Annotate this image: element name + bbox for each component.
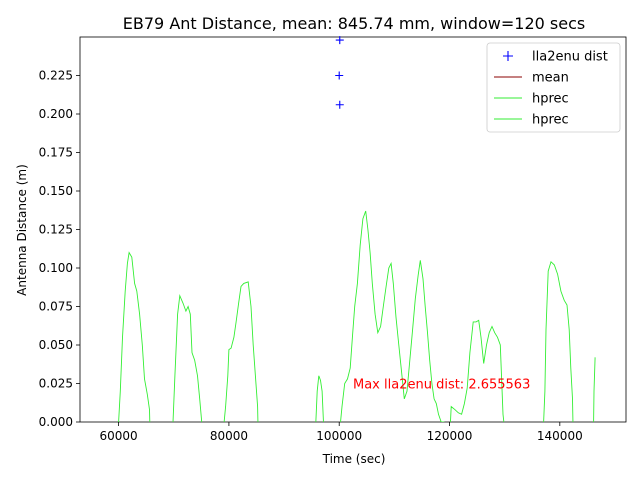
scatter-point bbox=[335, 100, 344, 109]
legend-label: mean bbox=[532, 71, 569, 86]
x-axis-label: Time (sec) bbox=[322, 452, 386, 466]
y-tick-label: 0.025 bbox=[39, 377, 73, 391]
y-tick-label: 0.200 bbox=[39, 107, 73, 121]
annotation-text: Max lla2enu dist: 2.655563 bbox=[353, 378, 530, 393]
scatter-point bbox=[335, 36, 344, 45]
x-tick-label: 120000 bbox=[427, 429, 473, 443]
legend-swatch-marker bbox=[503, 51, 513, 61]
y-tick-label: 0.225 bbox=[39, 69, 73, 83]
x-tick-label: 60000 bbox=[100, 429, 138, 443]
legend-box bbox=[486, 42, 621, 133]
x-tick-label: 80000 bbox=[210, 429, 248, 443]
legend-label: hprec bbox=[532, 92, 569, 107]
y-tick-label: 0.100 bbox=[39, 261, 73, 275]
y-axis-label: Antenna Distance (m) bbox=[15, 164, 29, 296]
y-tick-label: 0.000 bbox=[39, 415, 73, 429]
y-tick-label: 0.125 bbox=[39, 223, 73, 237]
y-tick-label: 0.150 bbox=[39, 184, 73, 198]
y-tick-label: 0.050 bbox=[39, 338, 73, 352]
legend-label: hprec bbox=[532, 113, 569, 128]
scatter-point bbox=[335, 71, 344, 80]
y-tick-label: 0.075 bbox=[39, 300, 73, 314]
x-tick-label: 140000 bbox=[537, 429, 583, 443]
hprec-line bbox=[118, 210, 596, 422]
legend-label: lla2enu dist bbox=[532, 50, 608, 65]
chart-title: EB79 Ant Distance, mean: 845.74 mm, wind… bbox=[123, 14, 585, 33]
x-tick-label: 100000 bbox=[316, 429, 362, 443]
y-tick-label: 0.175 bbox=[39, 146, 73, 160]
